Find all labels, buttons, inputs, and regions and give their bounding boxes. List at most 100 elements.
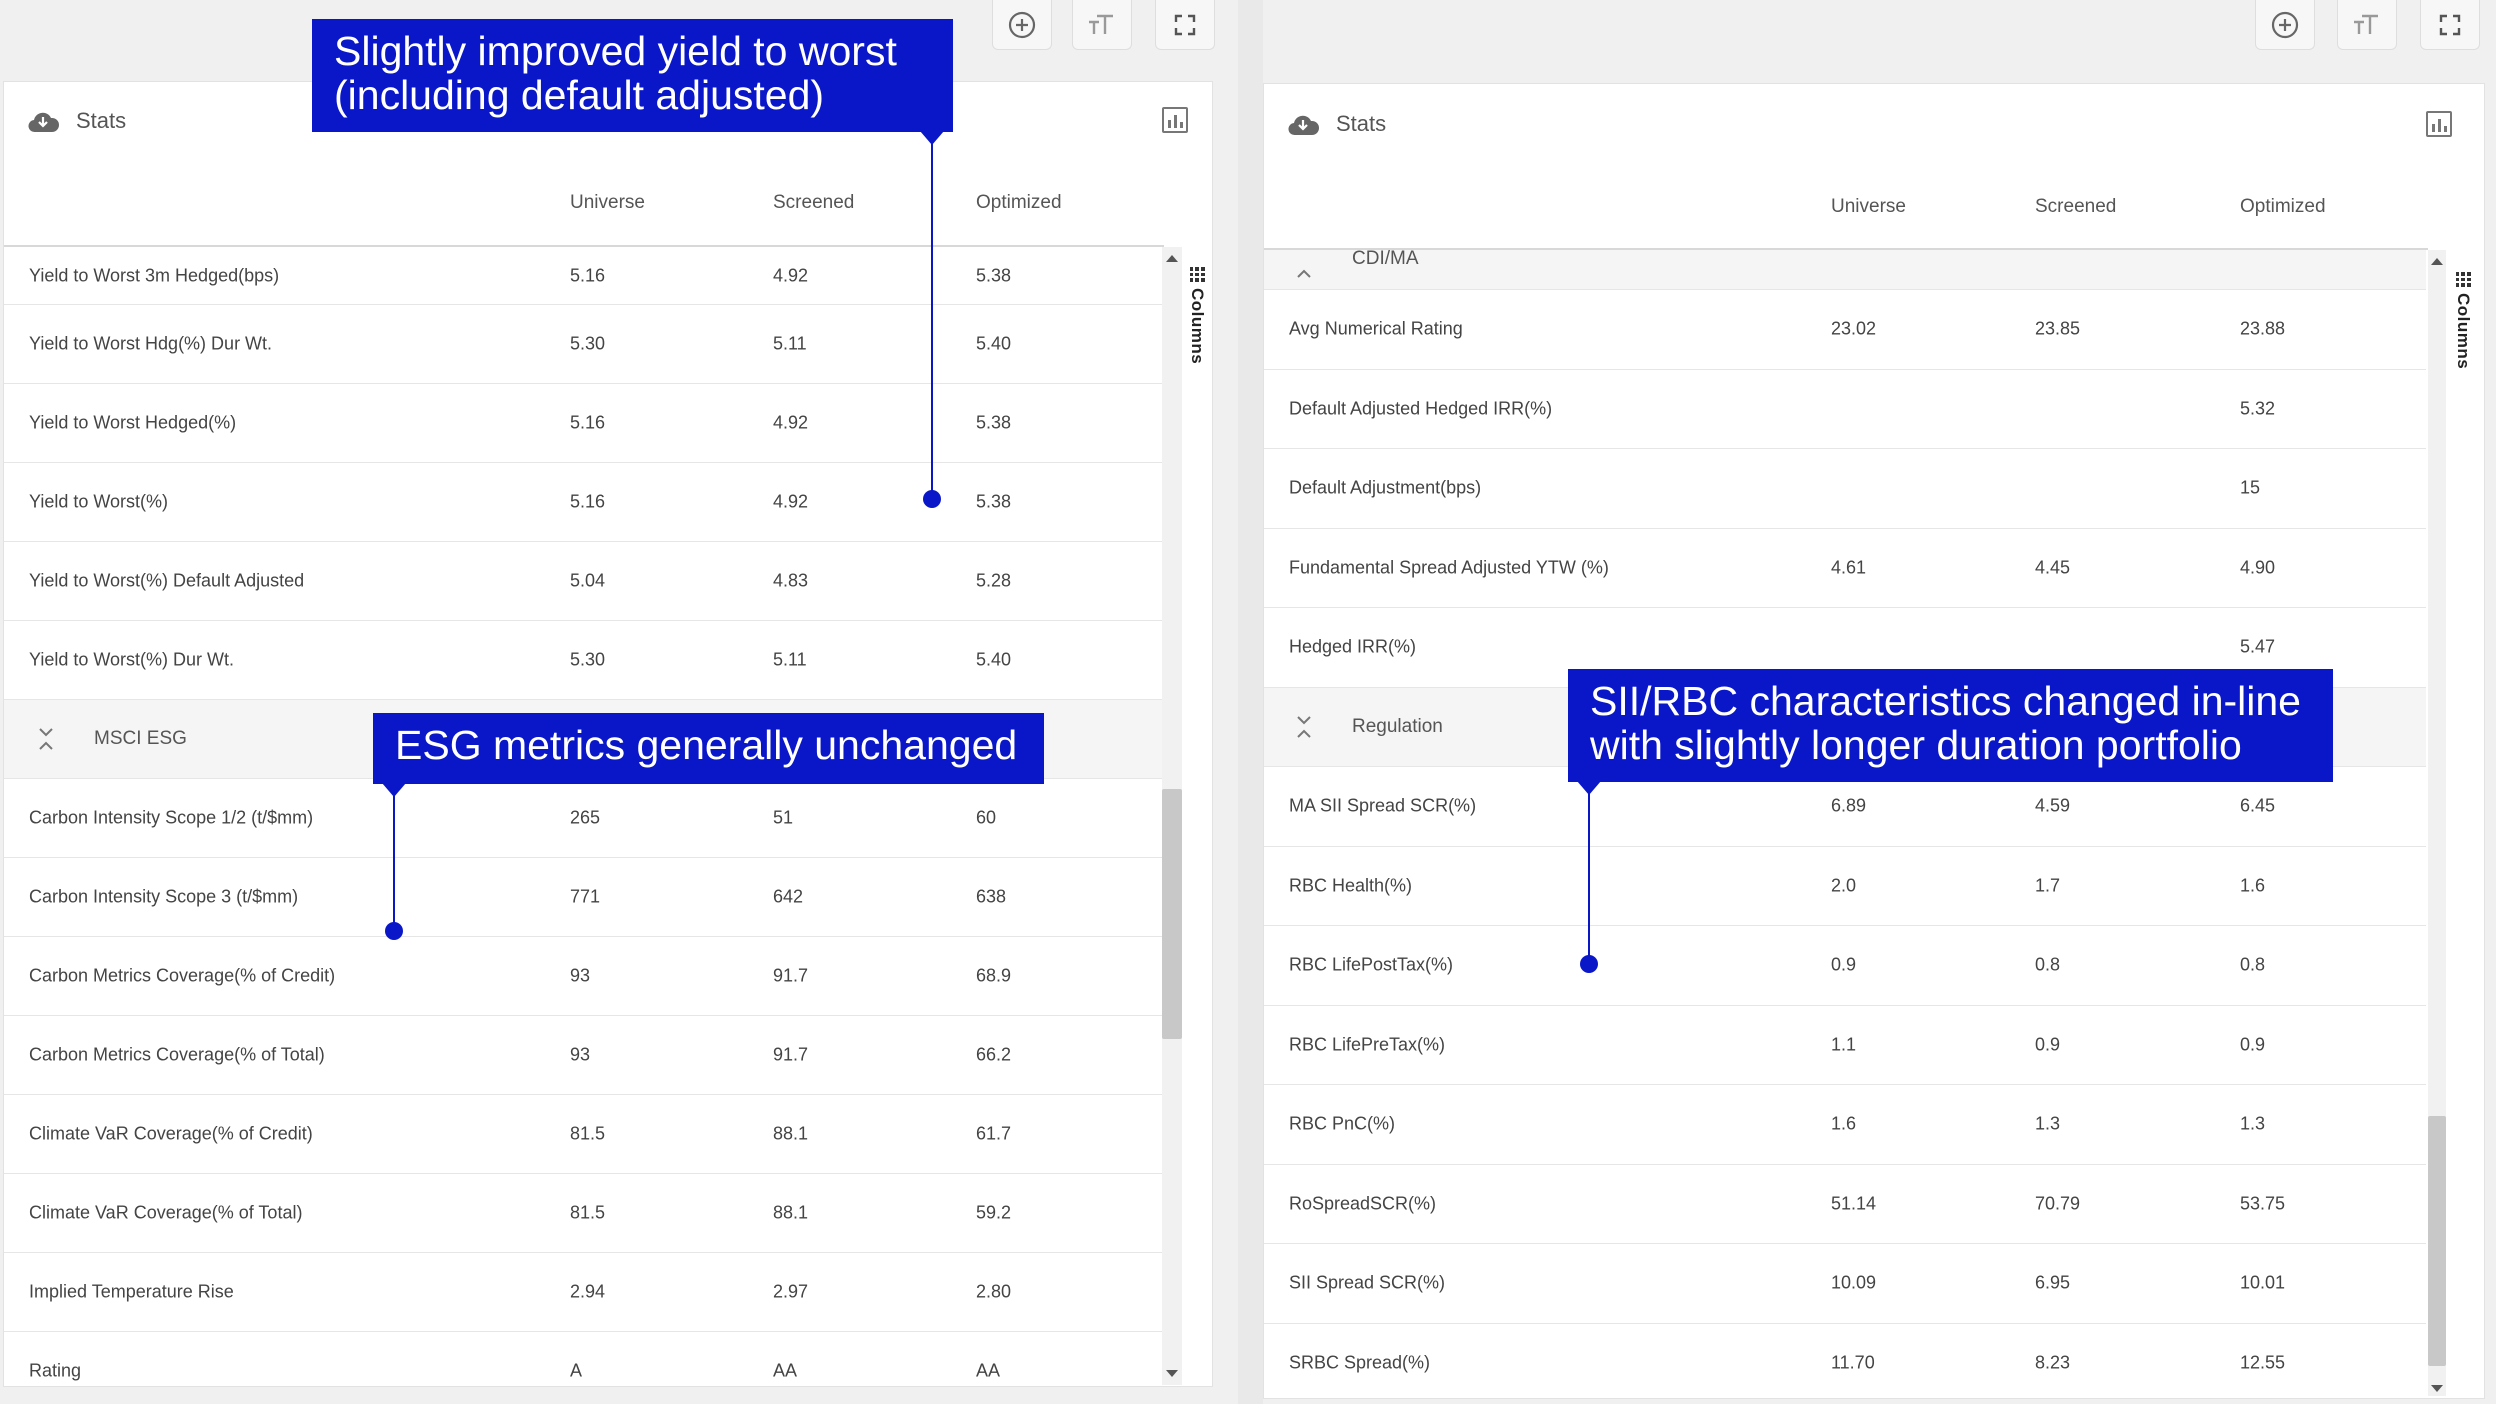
table-row[interactable]: Yield to Worst 3m Hedged(bps) 5.16 4.92 5.3…: [4, 247, 1162, 305]
table-row[interactable]: RBC Health(%) 2.0 1.7 1.6: [1264, 847, 2426, 926]
cell-screened: 5.11: [773, 649, 807, 670]
column-header-universe[interactable]: Universe: [1831, 196, 1906, 217]
table-row[interactable]: MA SII Spread SCR(%) 6.89 4.59 6.45: [1264, 767, 2426, 847]
scroll-thumb[interactable]: [1162, 789, 1182, 1039]
add-icon[interactable]: [992, 0, 1052, 50]
cell-universe: 5.04: [570, 570, 606, 591]
table-row[interactable]: Default Adjusted Hedged IRR(%) 5.32: [1264, 370, 2426, 449]
grid-icon: [2455, 272, 2471, 287]
cell-optimized: 5.28: [976, 570, 1012, 591]
table-row[interactable]: Yield to Worst(%) 5.16 4.92 5.38: [4, 463, 1162, 542]
scroll-up-arrow[interactable]: [1166, 255, 1178, 262]
table-row[interactable]: RBC LifePostTax(%) 0.9 0.8 0.8: [1264, 926, 2426, 1006]
cell-universe: 23.02: [1831, 318, 1877, 339]
group-row-partial[interactable]: CDI/MA: [1264, 250, 2426, 290]
text-size-icon[interactable]: [2337, 0, 2397, 50]
scroll-thumb[interactable]: [2428, 1116, 2446, 1366]
table-row[interactable]: RBC LifePreTax(%) 1.1 0.9 0.9: [1264, 1006, 2426, 1085]
cell-screened: 91.7: [773, 1044, 809, 1065]
cell-optimized: 10.01: [2240, 1272, 2286, 1293]
scroll-down-arrow[interactable]: [2431, 1385, 2443, 1392]
cell-optimized: 5.38: [976, 491, 1012, 512]
table-row[interactable]: Default Adjustment(bps) 15: [1264, 449, 2426, 529]
group-label: MSCI ESG: [94, 728, 187, 749]
cell-screened: 0.8: [2035, 954, 2061, 975]
table-row[interactable]: Yield to Worst Hedged(%) 5.16 4.92 5.38: [4, 384, 1162, 463]
cell-optimized: 5.47: [2240, 636, 2276, 657]
row-label: RBC LifePostTax(%): [1289, 954, 1454, 975]
cell-optimized: 5.40: [976, 649, 1012, 670]
cloud-download-icon[interactable]: [26, 108, 60, 134]
text-size-icon[interactable]: [1072, 0, 1132, 50]
column-header-optimized[interactable]: Optimized: [976, 192, 1062, 213]
table-row[interactable]: Climate VaR Coverage(% of Credit) 81.5 88.…: [4, 1095, 1162, 1174]
collapse-icon[interactable]: [36, 725, 56, 753]
column-header-universe[interactable]: Universe: [570, 192, 645, 213]
collapse-icon[interactable]: [1294, 713, 1314, 741]
table-row[interactable]: Carbon Intensity Scope 3 (t/$mm) 771 642 63…: [4, 858, 1162, 937]
cell-screened: 2.97: [773, 1281, 809, 1302]
row-label: Yield to Worst Hedged(%): [29, 412, 237, 433]
table-row[interactable]: Implied Temperature Rise 2.94 2.97 2.80: [4, 1253, 1162, 1332]
scrollbar[interactable]: [1162, 247, 1182, 1385]
callout-line-2: (including default adjusted): [334, 72, 825, 118]
table-row[interactable]: Carbon Metrics Coverage(% of Credit) 93 91…: [4, 937, 1162, 1016]
columns-label: Columns: [1188, 288, 1207, 365]
bar-chart-icon[interactable]: [2426, 111, 2452, 137]
callout-connector: [1588, 778, 1590, 964]
table-row[interactable]: Yield to Worst(%) Default Adjusted 5.04 4.…: [4, 542, 1162, 621]
table-row[interactable]: Yield to Worst(%) Dur Wt. 5.30 5.11 5.40: [4, 621, 1162, 700]
callout-dot: [1580, 955, 1598, 973]
bar-chart-icon[interactable]: [1162, 107, 1188, 133]
cell-universe: 5.16: [570, 412, 606, 433]
callout-line-1: SII/RBC characteristics changed in-line: [1590, 678, 2301, 724]
cell-screened: 4.45: [2035, 557, 2071, 578]
table-row[interactable]: Carbon Intensity Scope 1/2 (t/$mm) 265 51 6…: [4, 779, 1162, 858]
cloud-download-icon[interactable]: [1286, 111, 1320, 137]
columns-tool-panel-tab[interactable]: Columns: [1184, 267, 1210, 364]
cell-optimized: 59.2: [976, 1202, 1012, 1223]
fullscreen-icon[interactable]: [2420, 0, 2480, 50]
cell-universe: 11.70: [1831, 1352, 1875, 1373]
column-header-screened[interactable]: Screened: [773, 192, 855, 213]
table-row[interactable]: Carbon Metrics Coverage(% of Total) 93 91.…: [4, 1016, 1162, 1095]
cell-screened: 88.1: [773, 1202, 809, 1223]
cell-universe: 51.14: [1831, 1193, 1877, 1214]
table-row[interactable]: SRBC Spread(%) 11.70 8.23 12.55: [1264, 1324, 2426, 1399]
table-row[interactable]: Avg Numerical Rating 23.02 23.85 23.88: [1264, 290, 2426, 370]
header-divider: [4, 245, 1164, 247]
columns-tool-panel-tab[interactable]: Columns: [2450, 272, 2476, 369]
cell-universe: 265: [570, 807, 601, 828]
cell-universe: 10.09: [1831, 1272, 1877, 1293]
row-label: RBC LifePreTax(%): [1289, 1034, 1446, 1055]
column-header-optimized[interactable]: Optimized: [2240, 196, 2326, 217]
scroll-down-arrow[interactable]: [1166, 1370, 1178, 1377]
row-label: Yield to Worst(%): [29, 491, 169, 512]
cell-screened: 91.7: [773, 965, 809, 986]
table-row[interactable]: Yield to Worst Hdg(%) Dur Wt. 5.30 5.11 5.4…: [4, 305, 1162, 384]
cell-optimized: 66.2: [976, 1044, 1012, 1065]
table-row[interactable]: RoSpreadSCR(%) 51.14 70.79 53.75: [1264, 1165, 2426, 1244]
table-row[interactable]: Fundamental Spread Adjusted YTW (%) 4.61 4…: [1264, 529, 2426, 608]
table-row[interactable]: RBC PnC(%) 1.6 1.3 1.3: [1264, 1085, 2426, 1165]
cell-optimized: 4.90: [2240, 557, 2276, 578]
table-row[interactable]: SII Spread SCR(%) 10.09 6.95 10.01: [1264, 1244, 2426, 1324]
fullscreen-icon[interactable]: [1155, 0, 1215, 50]
add-icon[interactable]: [2255, 0, 2315, 50]
scrollbar[interactable]: [2428, 250, 2446, 1396]
callout-pointer: [382, 783, 406, 797]
cell-universe: 93: [570, 1044, 591, 1065]
table-row[interactable]: Rating A AA AA: [4, 1332, 1162, 1386]
column-header-screened[interactable]: Screened: [2035, 196, 2117, 217]
callout-yield: Slightly improved yield to worst (includ…: [312, 19, 953, 132]
cell-optimized: 15: [2240, 477, 2261, 498]
cell-screened: 4.92: [773, 265, 809, 285]
table-row[interactable]: Climate VaR Coverage(% of Total) 81.5 88.1…: [4, 1174, 1162, 1253]
cell-screened: 6.95: [2035, 1272, 2071, 1293]
chevron-up-icon[interactable]: [1294, 261, 1314, 289]
stats-table-body: CDI/MA Avg Numerical Rating 23.02 23.85 23.…: [1264, 250, 2426, 1399]
cell-screened: 51: [773, 807, 794, 828]
cell-screened: 23.85: [2035, 318, 2081, 339]
cell-screened: 0.9: [2035, 1034, 2061, 1055]
scroll-up-arrow[interactable]: [2431, 258, 2443, 265]
